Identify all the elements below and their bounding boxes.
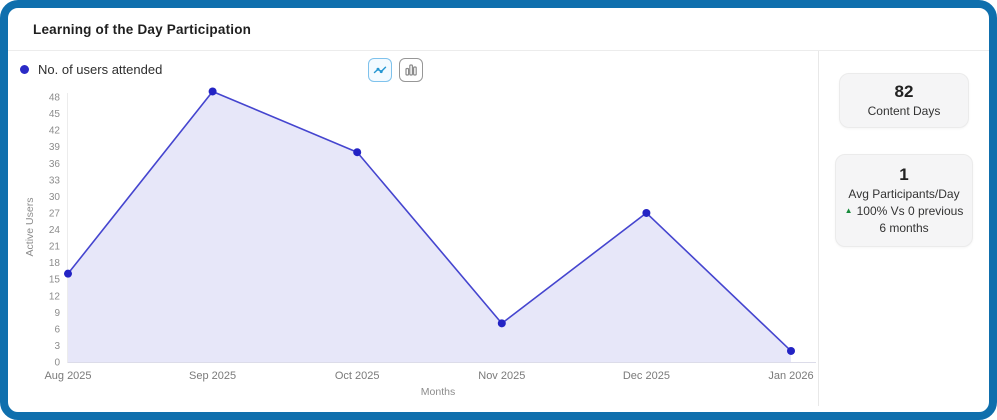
- svg-text:45: 45: [49, 109, 61, 120]
- svg-text:6: 6: [54, 324, 60, 335]
- svg-text:27: 27: [49, 208, 61, 219]
- svg-text:42: 42: [49, 126, 61, 137]
- svg-text:39: 39: [49, 142, 61, 153]
- stats-column: 82 Content Days 1 Avg Participants/Day ▲…: [819, 51, 989, 412]
- svg-text:Jan 2026: Jan 2026: [768, 370, 813, 382]
- svg-text:48: 48: [49, 93, 61, 104]
- trend-text-2: 6 months: [879, 221, 929, 236]
- svg-text:9: 9: [54, 308, 60, 319]
- legend-dot-icon: [20, 64, 29, 74]
- legend-row: No. of users attended: [8, 51, 818, 87]
- trend-line: ▲ 100% Vs 0 previous: [845, 204, 964, 218]
- svg-text:12: 12: [49, 291, 61, 302]
- avg-participants-value: 1: [899, 164, 909, 184]
- vertical-divider: [818, 51, 819, 406]
- svg-text:21: 21: [49, 242, 61, 253]
- svg-text:24: 24: [49, 225, 61, 236]
- svg-text:Nov 2025: Nov 2025: [478, 370, 525, 382]
- svg-text:18: 18: [49, 258, 61, 269]
- content-days-label: Content Days: [867, 103, 941, 118]
- svg-text:30: 30: [49, 192, 61, 203]
- chart-section: No. of users attended: [8, 51, 818, 412]
- bar-chart-toggle-button[interactable]: [399, 58, 423, 82]
- avg-participants-label: Avg Participants/Day: [848, 187, 960, 202]
- legend-label: No. of users attended: [38, 61, 163, 77]
- page-title: Learning of the Day Participation: [33, 21, 252, 37]
- svg-text:Oct 2025: Oct 2025: [335, 370, 380, 382]
- svg-text:3: 3: [54, 341, 60, 352]
- svg-text:Aug 2025: Aug 2025: [44, 370, 91, 382]
- stat-card-content-days: 82 Content Days: [839, 73, 969, 128]
- svg-text:15: 15: [49, 275, 61, 286]
- svg-text:0: 0: [54, 358, 60, 369]
- card-header: Learning of the Day Participation: [8, 8, 989, 51]
- stat-card-avg-participants: 1 Avg Participants/Day ▲ 100% Vs 0 previ…: [835, 154, 973, 247]
- line-chart-toggle-button[interactable]: [368, 58, 392, 82]
- trend-text: 100% Vs 0 previous: [856, 204, 964, 219]
- svg-text:36: 36: [49, 159, 61, 170]
- content-days-value: 82: [894, 82, 914, 102]
- card-content: No. of users attended: [8, 51, 989, 412]
- chart-type-toggle: [368, 58, 423, 82]
- svg-text:33: 33: [49, 175, 61, 186]
- svg-text:Active Users: Active Users: [24, 198, 36, 257]
- line-chart-icon: [372, 62, 388, 78]
- legend-item-users-attended[interactable]: No. of users attended: [20, 62, 162, 77]
- bar-chart-icon: [403, 62, 419, 78]
- svg-text:Months: Months: [421, 386, 455, 398]
- trend-up-icon: ▲: [844, 206, 853, 216]
- svg-text:Sep 2025: Sep 2025: [189, 370, 236, 382]
- svg-text:Dec 2025: Dec 2025: [623, 370, 670, 382]
